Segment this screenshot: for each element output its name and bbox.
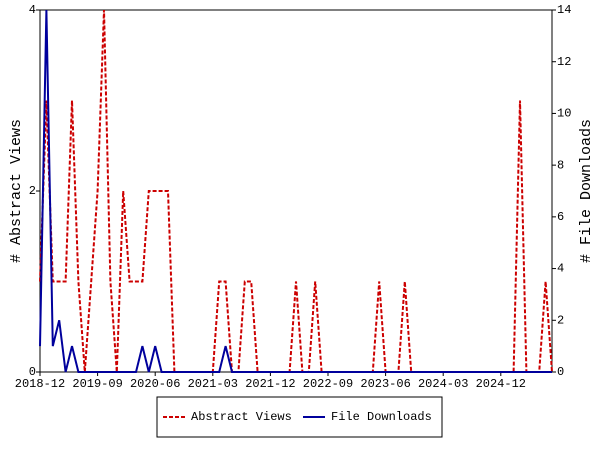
y2-axis-label: # File Downloads [578, 119, 595, 263]
x-tick-label: 2022-09 [303, 377, 353, 391]
y-tick-label: 4 [29, 3, 36, 17]
x-tick-label: 2024-03 [418, 377, 468, 391]
x-tick-label: 2023-06 [360, 377, 410, 391]
legend-box [156, 396, 443, 438]
y2-tick-label: 2 [557, 313, 564, 327]
y-axis-label: # Abstract Views [8, 119, 25, 263]
x-tick-label: 2024-12 [476, 377, 526, 391]
y2-tick-label: 8 [557, 158, 564, 172]
y2-tick-label: 12 [557, 55, 571, 69]
x-tick-label: 2018-12 [15, 377, 65, 391]
x-tick-label: 2021-12 [245, 377, 295, 391]
y2-tick-label: 10 [557, 107, 571, 121]
y-tick-label: 2 [29, 184, 36, 198]
series-line [39, 9, 552, 373]
x-tick-label: 2019-09 [72, 377, 122, 391]
x-tick-label: 2021-03 [188, 377, 238, 391]
y2-tick-label: 6 [557, 210, 564, 224]
series-line [39, 9, 553, 373]
legend-label: File Downloads [331, 410, 432, 424]
y2-tick-label: 4 [557, 262, 564, 276]
y2-tick-label: 0 [557, 365, 564, 379]
y2-tick-label: 14 [557, 3, 571, 17]
y-tick-label: 0 [29, 365, 36, 379]
plot-frame [39, 9, 553, 373]
legend-label: Abstract Views [191, 410, 292, 424]
x-tick-label: 2020-06 [130, 377, 180, 391]
